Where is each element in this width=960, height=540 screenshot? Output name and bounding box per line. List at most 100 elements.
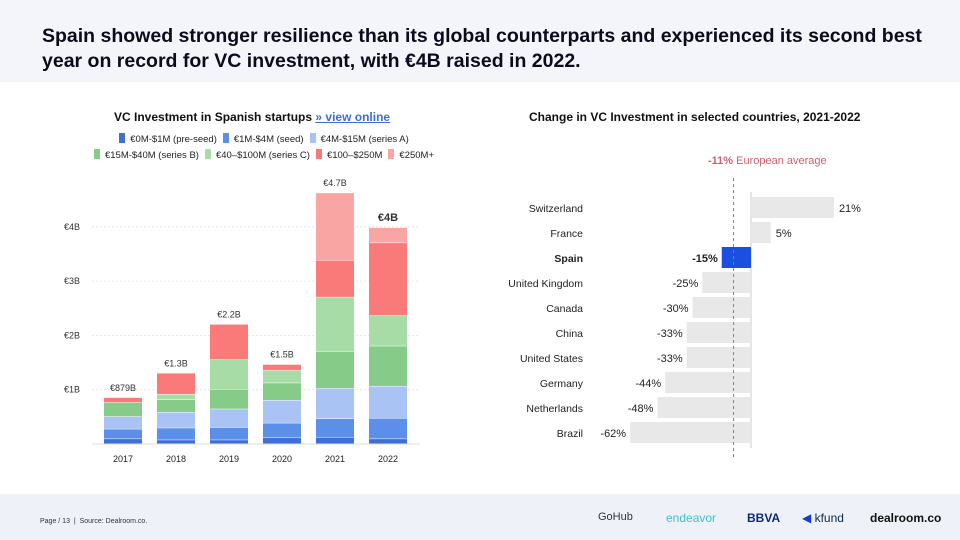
bar-segment: [104, 416, 142, 429]
legend-swatch: [222, 133, 229, 143]
x-tick-label: 2022: [378, 454, 398, 464]
y-tick-label: €4B: [64, 222, 80, 232]
bar-segment: [316, 388, 354, 419]
bar-segment: [157, 412, 195, 428]
country-bar: [751, 197, 834, 218]
bar-total-label: €4.7B: [323, 178, 347, 188]
legend-swatch: [388, 149, 395, 159]
value-label: -25%: [673, 278, 699, 290]
bar-segment: [316, 419, 354, 437]
bar-segment: [157, 373, 195, 395]
x-tick-label: 2017: [113, 454, 133, 464]
bar-segment: [210, 440, 248, 444]
country-label: France: [550, 228, 583, 240]
bar-segment: [316, 193, 354, 260]
value-label: 5%: [776, 228, 792, 240]
bar-segment: [316, 297, 354, 352]
country-bar: [751, 222, 771, 243]
country-label: United States: [520, 353, 583, 365]
charts-svg: €1B €2B €3B €4B €879B 2017 €1.3B 2018 €2.2B 2019 €…: [64, 155, 861, 464]
legend-item: €15M-$40M (series B): [93, 148, 199, 164]
view-online-link[interactable]: » view online: [315, 110, 391, 124]
bar-segment: [263, 400, 301, 423]
left-chart-title: VC Investment in Spanish startups » view…: [114, 110, 390, 124]
bar-segment: [316, 260, 354, 297]
legend-swatch: [119, 133, 126, 143]
bar-segment: [369, 418, 407, 439]
endeavor-logo: endeavor: [666, 511, 717, 525]
bar-segment: [104, 429, 142, 439]
kfund-text: kfund: [814, 511, 844, 525]
left-chart-title-text: VC Investment in Spanish startups: [114, 110, 313, 124]
bar-segment: [369, 439, 407, 444]
kfund-logo: ◀ kfund: [802, 511, 844, 525]
legend-item: €1M-$4M (seed): [222, 132, 304, 148]
legend-label: €4M-$15M (series A): [320, 134, 409, 145]
value-label: -33%: [657, 328, 683, 340]
bar-segment: [210, 359, 248, 390]
dealroom-logo: dealroom.co: [870, 511, 942, 525]
average-text: European average: [736, 155, 827, 167]
legend-item: €100–$250M: [315, 148, 383, 164]
bar-total-label: €1.3B: [164, 358, 188, 368]
bar-segment: [157, 394, 195, 400]
bar-total-label: €879B: [110, 383, 136, 393]
bar-total-label: €4B: [378, 212, 398, 224]
value-label: -30%: [663, 303, 689, 315]
country-label: China: [556, 328, 584, 340]
x-tick-label: 2018: [166, 454, 186, 464]
bar-segment: [263, 438, 301, 444]
x-tick-label: 2019: [219, 454, 239, 464]
bar-segment: [104, 439, 142, 444]
bar-segment: [157, 400, 195, 413]
legend-label: €0M-$1M (pre-seed): [130, 134, 217, 145]
bar-segment: [369, 346, 407, 386]
bar-segment: [316, 437, 354, 444]
bbva-logo: BBVA: [747, 511, 781, 525]
bar-segment: [369, 386, 407, 418]
legend-swatch: [204, 149, 211, 159]
page-headline: Spain showed stronger resilience than it…: [42, 25, 922, 72]
legend-label: €100–$250M: [326, 150, 383, 161]
bar-segment: [104, 402, 142, 417]
bar-segment: [369, 227, 407, 243]
country-bar: [630, 422, 751, 443]
legend-item: €0M-$1M (pre-seed): [119, 132, 217, 148]
legend-item: €40–$100M (series C): [204, 148, 310, 164]
country-bar: [657, 397, 751, 418]
bar-segment: [263, 370, 301, 383]
bar-segment: [263, 423, 301, 438]
bar-segment: [263, 364, 301, 371]
country-label: Canada: [546, 303, 583, 315]
right-chart-title: Change in VC Investment in selected coun…: [529, 110, 861, 124]
country-bar: [686, 322, 751, 343]
country-label: Switzerland: [529, 203, 583, 215]
value-label: 21%: [839, 203, 861, 215]
header-band: [0, 0, 960, 82]
country-bar: [665, 372, 751, 393]
average-value: -11%: [708, 155, 736, 167]
bar-segment: [316, 351, 354, 389]
bar-segment: [104, 397, 142, 403]
value-label: -48%: [628, 403, 654, 415]
bar-segment: [369, 315, 407, 346]
footer: Page / 13 | Source: Dealroom.co. GoHub e…: [0, 494, 960, 540]
bar-segment: [263, 383, 301, 401]
country-bar: [721, 247, 751, 268]
legend-swatch: [93, 149, 100, 159]
bar-total-label: €2.2B: [217, 310, 241, 320]
legend-label: €15M-$40M (series B): [104, 150, 199, 161]
legend-swatch: [315, 149, 322, 159]
bar-total-label: €1.5B: [270, 350, 294, 360]
country-label: Spain: [554, 253, 583, 265]
bar-segment: [369, 243, 407, 316]
source-text: Source: Dealroom.co.: [79, 518, 148, 525]
y-tick-label: €3B: [64, 276, 80, 286]
value-label: -44%: [636, 378, 662, 390]
country-bar: [692, 297, 751, 318]
value-label: -15%: [692, 253, 718, 265]
page-number: Page / 13: [40, 518, 70, 525]
bar-segment: [157, 428, 195, 440]
value-label: -62%: [600, 428, 626, 440]
legend-item: €4M-$15M (series A): [309, 132, 409, 148]
